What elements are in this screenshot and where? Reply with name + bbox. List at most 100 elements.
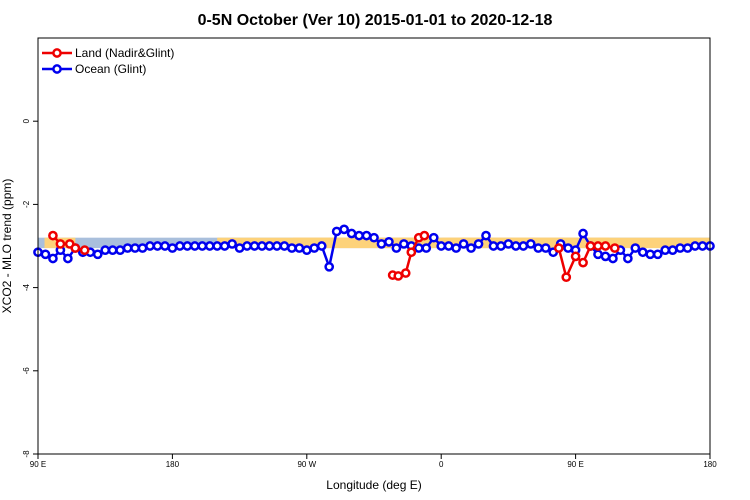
series-1-point — [608, 253, 618, 264]
series-1-point — [593, 249, 603, 260]
y-tick-label: -4 — [22, 283, 31, 291]
series-1-point — [503, 239, 514, 249]
series-1-point — [331, 226, 342, 237]
series-1-point — [279, 241, 290, 251]
y-axis: 0 -2 -4 -6 -8 — [22, 118, 38, 458]
series-1-point — [660, 245, 671, 256]
series-1-point — [443, 241, 454, 251]
x-tick-label: 90 E — [30, 460, 46, 469]
series-1-point — [346, 228, 357, 239]
x-tick-label: 180 — [703, 460, 717, 469]
series-0-point — [393, 271, 404, 281]
series-1-point — [697, 241, 708, 251]
series-1-point — [234, 243, 245, 253]
y-tick-label: 0 — [22, 118, 31, 123]
series-1-point — [376, 239, 387, 249]
series-1-point — [264, 241, 275, 251]
series-1-point — [63, 253, 73, 264]
series-1-point — [167, 243, 178, 253]
series-1-point — [115, 245, 125, 256]
series-1-point — [160, 241, 170, 251]
series-0-point — [70, 243, 81, 253]
series-0-point — [419, 230, 430, 241]
legend-label: Ocean (Glint) — [75, 62, 146, 76]
series-1-point — [421, 243, 432, 253]
x-tick-label: 90 W — [297, 460, 316, 469]
series-1-point — [637, 247, 648, 258]
series-1-point — [481, 230, 491, 241]
series-0-point — [553, 243, 564, 253]
series-1-point — [413, 243, 424, 253]
series-1-point — [623, 253, 633, 264]
series-1-point — [107, 245, 118, 256]
series-1-point — [451, 243, 461, 253]
series-0-point — [609, 243, 620, 253]
series-1-point — [645, 249, 656, 260]
series-0-point — [570, 251, 581, 262]
series-1-point — [578, 228, 588, 239]
x-tick-label: 0 — [439, 460, 444, 469]
series-0-point — [406, 247, 417, 258]
series-1-point — [466, 243, 476, 253]
series-1-point — [690, 241, 700, 251]
series-0-point — [578, 257, 588, 268]
series-1-point — [130, 243, 140, 253]
series-0-point — [585, 241, 596, 251]
series-0-point — [600, 241, 611, 251]
series-1-point — [436, 241, 447, 251]
series-1-point — [40, 249, 51, 260]
series-1-point — [428, 232, 439, 243]
x-axis: 90 E 180 90 W 0 90 E 180 — [30, 454, 717, 469]
series-1-point — [324, 261, 335, 272]
series-1-point — [391, 243, 402, 253]
series-1-point — [122, 243, 133, 253]
series-1-point — [92, 249, 103, 260]
series-1-point — [630, 243, 641, 253]
series-1-point — [488, 241, 499, 251]
series-1-point — [511, 241, 521, 251]
series-1-point — [675, 243, 685, 253]
series-1-point — [242, 241, 252, 251]
series-1-point — [48, 253, 58, 264]
series-1-point — [197, 241, 208, 251]
series-1-point — [175, 241, 185, 251]
series-1-point — [272, 241, 282, 251]
series-0-point — [48, 230, 58, 241]
chart-title: 0-5N October (Ver 10) 2015-01-01 to 2020… — [198, 12, 553, 29]
series-1-point — [339, 224, 349, 235]
series-1-point — [399, 239, 409, 249]
legend-marker — [52, 48, 62, 58]
series-1-point — [152, 241, 163, 251]
series-1-point — [525, 239, 536, 249]
legend-marker — [52, 64, 62, 74]
y-tick-label: -6 — [22, 367, 31, 375]
series-1-point — [458, 239, 469, 249]
legend-item-1: Ocean (Glint) — [42, 62, 146, 76]
series-1-point — [563, 243, 573, 253]
series-1-point — [361, 230, 372, 241]
series-0-point — [55, 239, 66, 249]
series-1-point — [309, 243, 320, 253]
series-1-point — [496, 241, 506, 251]
x-tick-label: 180 — [166, 460, 180, 469]
series-1-point — [652, 249, 663, 260]
series-1-point — [182, 241, 193, 251]
legend-item-0: Land (Nadir&Glint) — [42, 46, 174, 60]
series-1-point — [249, 241, 260, 251]
series-0-point — [593, 241, 603, 251]
series-1-point — [354, 230, 364, 241]
series-1-point — [145, 241, 155, 251]
series-0 — [48, 230, 620, 283]
series-1-point — [287, 243, 297, 253]
series-1-point — [212, 241, 223, 251]
series-1-point — [100, 245, 111, 256]
series-1-point — [257, 241, 267, 251]
band-1-4 — [442, 237, 710, 249]
series-1-point — [301, 245, 312, 256]
series-1-point — [137, 243, 148, 253]
series-0-point — [561, 272, 572, 283]
y-axis-label: XCO2 - MLO trend (ppm) — [0, 179, 14, 314]
series-1-point — [369, 232, 379, 243]
x-axis-label: Longitude (deg E) — [326, 478, 421, 492]
